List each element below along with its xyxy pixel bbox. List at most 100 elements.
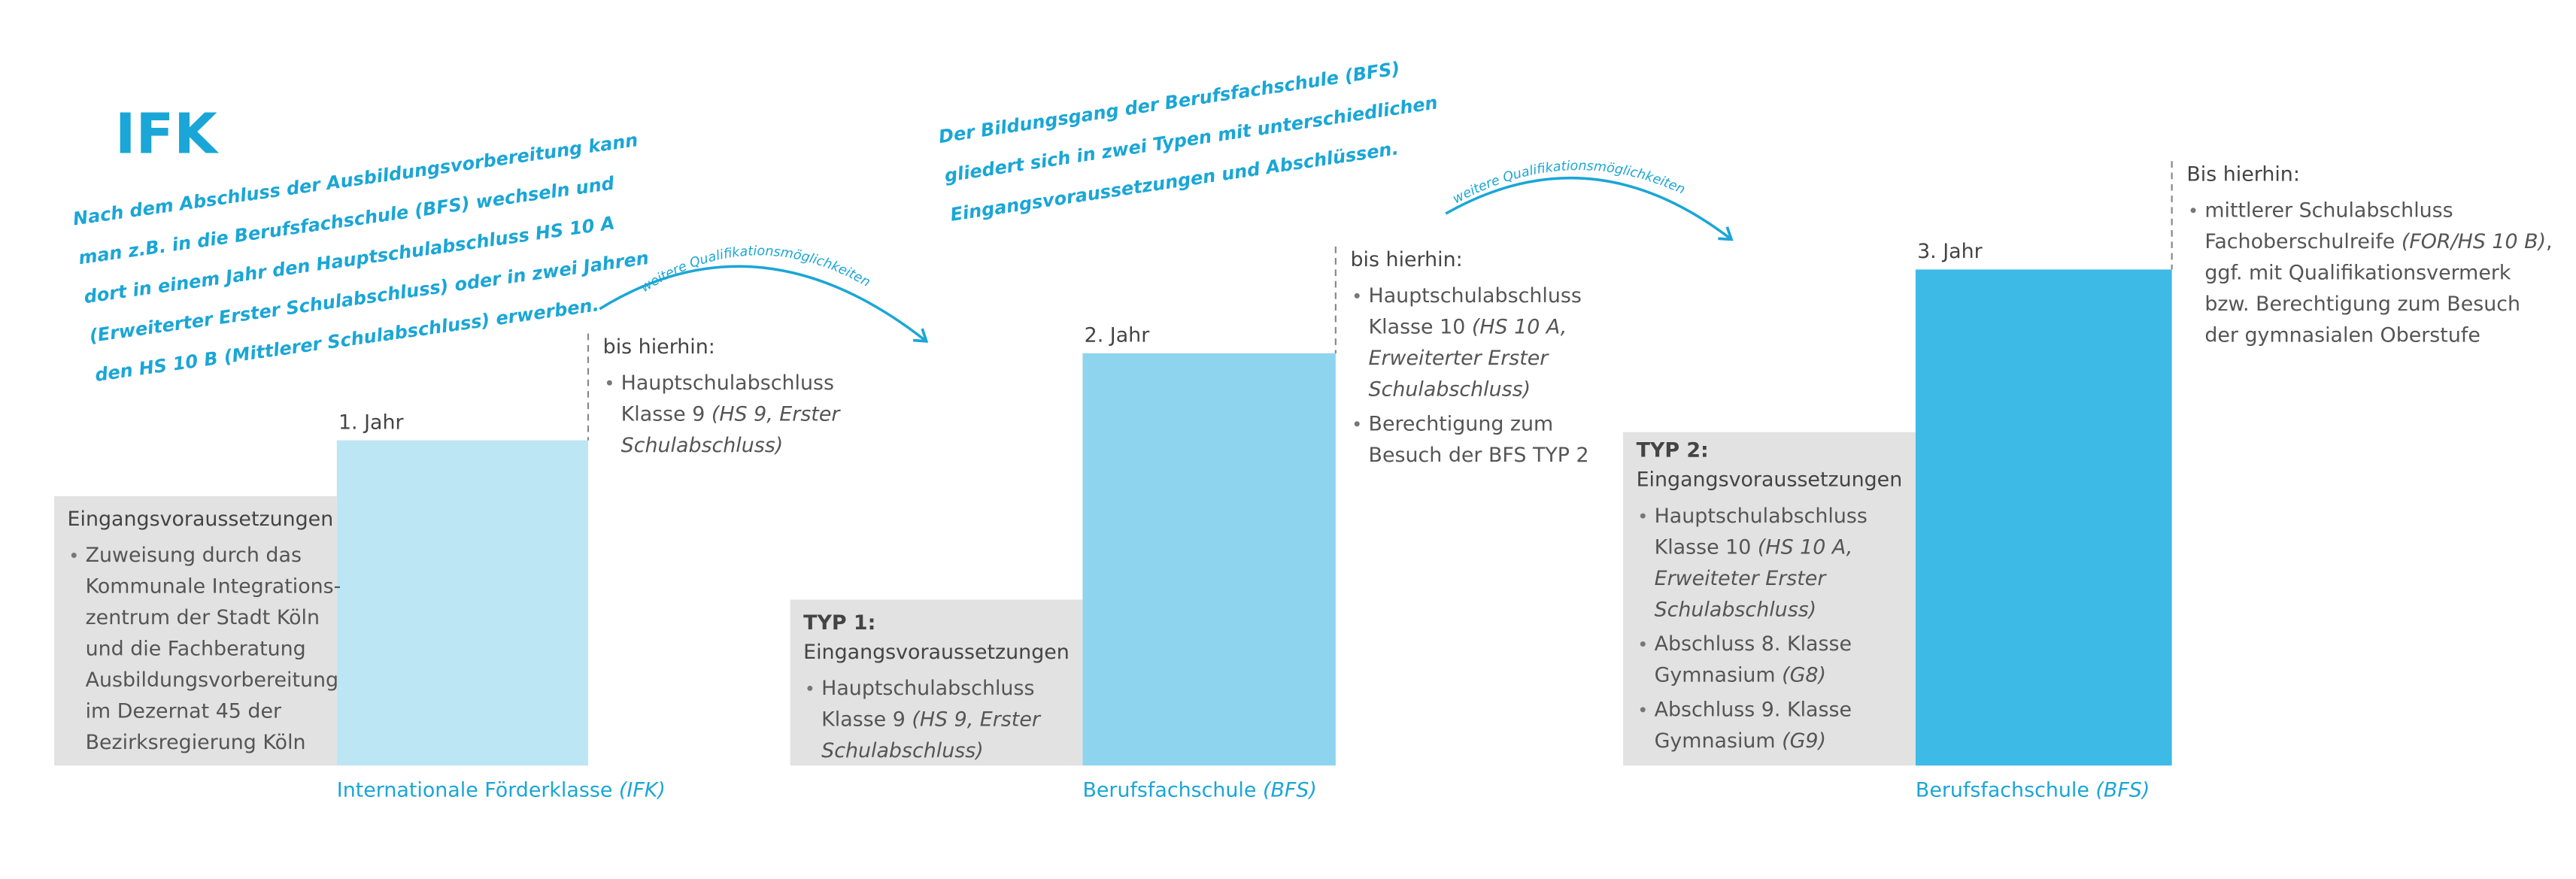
arrow <box>599 265 929 343</box>
text-segment: (HS 9, Erster <box>712 402 841 426</box>
text-segment: Abschluss 9. Klasse <box>1655 699 1852 722</box>
text-segment: (HS 10 A, <box>1472 316 1567 339</box>
step: 3. Jahr Berufsfachschule (BFS) Bis hierhin… <box>1623 161 2553 802</box>
result-heading: bis hierhin: <box>603 335 715 359</box>
year-label: 3. Jahr <box>1917 240 1983 263</box>
text-segment: Klasse 10 <box>1655 535 1758 559</box>
text-segment: Fachoberschulreife <box>2204 230 2402 253</box>
text-segment: Kommunale Integrations- <box>86 575 341 599</box>
text-segment: , <box>2546 230 2553 253</box>
text-line: Hauptschulabschluss <box>821 677 1034 700</box>
bullet <box>1354 292 1360 299</box>
year-bar <box>1082 353 1336 766</box>
text-line: Gymnasium (G8) <box>1655 664 1826 687</box>
step: 2. Jahr Berufsfachschule (BFS) bis hierhin… <box>790 246 1589 802</box>
bullet <box>1640 641 1646 647</box>
text-line: Schulabschluss) <box>1655 598 1817 621</box>
step: 1. Jahr Internationale Förderklasse (IFK)… <box>54 333 842 802</box>
bullet <box>1640 513 1646 519</box>
text-segment: (HS 9, Erster <box>912 708 1041 732</box>
text-segment: Berechtigung zum <box>1369 412 1554 435</box>
title: IFK <box>115 101 219 166</box>
text-segment: Berufsfachschule <box>1082 779 1263 802</box>
bullet <box>2190 208 2196 214</box>
text-segment: Klasse 9 <box>821 708 912 732</box>
text-line: Hauptschulabschluss <box>1655 505 1868 528</box>
text-line: Hauptschulabschluss <box>621 371 834 395</box>
note-left: Nach dem Abschluss der Ausbildungsvorber… <box>71 129 650 386</box>
requirements-heading: Eingangsvoraussetzungen <box>803 641 1070 664</box>
text-line: Schulabschluss) <box>821 739 984 762</box>
text-line: Fachoberschulreife (FOR/HS 10 B), <box>2204 230 2552 253</box>
text-segment: Schulabschluss) <box>621 434 784 457</box>
text-line: und die Fachberatung <box>86 638 306 661</box>
text-line: im Dezernat 45 der <box>86 700 282 723</box>
text-line: Schulabschluss) <box>621 434 784 457</box>
requirements-box <box>54 496 337 766</box>
text-segment: Klasse 10 <box>1369 316 1472 339</box>
text-segment: (FOR/HS 10 B) <box>2402 230 2546 253</box>
text-segment: Erweiterter Erster <box>1369 347 1550 370</box>
result-heading: bis hierhin: <box>1351 248 1463 271</box>
text-line: Hauptschulabschluss <box>1369 284 1582 308</box>
text-segment: im Dezernat 45 der <box>86 700 282 723</box>
text-line: Zuweisung durch das <box>86 544 302 567</box>
text-segment: Bezirksregierung Köln <box>86 731 306 754</box>
text-segment: Besuch der BFS TYP 2 <box>1369 444 1589 467</box>
text-segment: Hauptschulabschluss <box>821 677 1034 700</box>
arrow <box>1445 176 1734 241</box>
requirements-box <box>790 599 1083 766</box>
text-segment: (BFS) <box>2095 779 2150 802</box>
bullet <box>1354 421 1360 427</box>
text-segment: und die Fachberatung <box>86 638 306 661</box>
text-segment: Hauptschulabschluss <box>1369 284 1582 308</box>
year-label: 2. Jahr <box>1085 324 1151 347</box>
requirements-heading: Eingangsvoraussetzungen <box>68 508 334 531</box>
text-line: Gymnasium (G9) <box>1655 729 1826 753</box>
text-line: Klasse 9 (HS 9, Erster <box>621 402 842 426</box>
text-segment: (G9) <box>1782 729 1826 753</box>
text-segment: Schulabschluss) <box>821 739 984 762</box>
text-line: Klasse 10 (HS 10 A, <box>1655 535 1853 559</box>
text-line: Besuch der BFS TYP 2 <box>1369 444 1589 467</box>
text-line: Erweiteter Erster <box>1655 567 1828 590</box>
text-line: Internationale Förderklasse (IFK) <box>337 779 666 802</box>
note-middle: Der Bildungsgang der Berufsfachschule (B… <box>937 58 1439 226</box>
text-segment: (HS 10 A, <box>1758 535 1852 559</box>
steps: 1. Jahr Internationale Förderklasse (IFK)… <box>54 161 2553 802</box>
text-line: Berufsfachschule (BFS) <box>1082 779 1316 802</box>
text-segment: Gymnasium <box>1655 664 1783 687</box>
text-line: Abschluss 8. Klasse <box>1655 632 1852 656</box>
text-segment: ggf. mit Qualifikationsvermerk <box>2204 262 2511 285</box>
text-line: zentrum der Stadt Köln <box>86 606 320 629</box>
text-segment: Gymnasium <box>1655 729 1783 753</box>
text-line: Berechtigung zum <box>1369 412 1554 435</box>
text-segment: (BFS) <box>1263 779 1317 802</box>
text-segment: mittlerer Schulabschluss <box>2204 199 2453 223</box>
text-line: Bezirksregierung Köln <box>86 731 306 754</box>
year-bar <box>336 440 588 766</box>
text-segment: (IFK) <box>619 779 666 802</box>
text-line: der gymnasialen Oberstufe <box>2204 324 2480 347</box>
bullet <box>807 685 813 691</box>
text-line: Kommunale Integrations- <box>86 575 341 599</box>
text-segment: Ausbildungsvorbereitung <box>86 668 339 692</box>
requirements-heading: TYP 1: <box>803 611 875 635</box>
text-segment: Schulabschluss) <box>1369 378 1531 402</box>
text-line: Ausbildungsvorbereitung <box>86 668 339 692</box>
bullet <box>606 380 612 386</box>
text-segment: Hauptschulabschluss <box>1655 505 1868 528</box>
text-line: mittlerer Schulabschluss <box>2204 199 2453 223</box>
text-line: Klasse 10 (HS 10 A, <box>1369 316 1567 339</box>
text-line: bzw. Berechtigung zum Besuch <box>2204 292 2520 316</box>
year-label: 1. Jahr <box>338 411 405 434</box>
text-segment: Schulabschluss) <box>1655 598 1817 621</box>
text-segment: zentrum der Stadt Köln <box>86 606 320 629</box>
text-line: Erweiterter Erster <box>1369 347 1550 370</box>
text-line: Abschluss 9. Klasse <box>1655 699 1852 722</box>
text-line: ggf. mit Qualifikationsvermerk <box>2204 262 2511 285</box>
requirements-heading: TYP 2: <box>1637 438 1709 462</box>
arrow-label-path: weitere Qualifikationsmöglichkeiten <box>1450 159 1687 207</box>
text-segment: Hauptschulabschluss <box>621 371 834 395</box>
